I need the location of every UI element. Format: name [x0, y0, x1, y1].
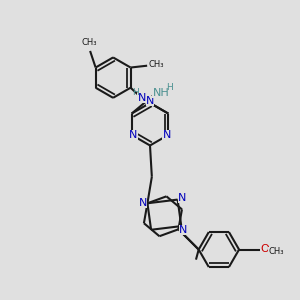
Text: H: H: [167, 83, 173, 92]
Text: N: N: [139, 198, 147, 208]
Text: N: N: [162, 130, 171, 140]
Text: N: N: [178, 193, 186, 203]
Text: CH₃: CH₃: [81, 38, 97, 47]
Text: H: H: [132, 88, 138, 97]
Text: O: O: [260, 244, 269, 254]
Text: N: N: [129, 130, 138, 140]
Text: N: N: [146, 96, 154, 106]
Text: CH₃: CH₃: [268, 247, 283, 256]
Text: N: N: [179, 225, 187, 235]
Text: CH₃: CH₃: [148, 61, 164, 70]
Text: NH: NH: [152, 88, 169, 98]
Text: N: N: [139, 197, 147, 208]
Text: N: N: [137, 93, 146, 103]
